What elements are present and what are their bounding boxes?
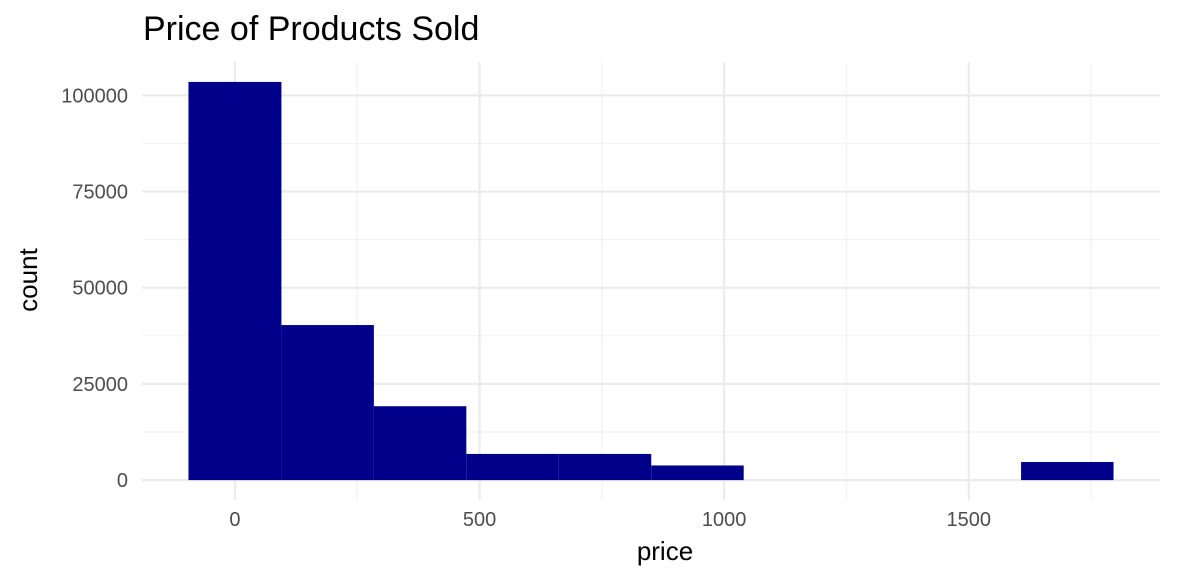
histogram-bar (651, 465, 744, 481)
x-tick-label: 1000 (702, 509, 747, 531)
histogram-bar (558, 453, 652, 481)
histogram-bar (188, 81, 282, 481)
y-axis-title: count (13, 247, 43, 311)
y-axis-tick-labels: 0 25000 50000 75000 100000 (61, 85, 128, 492)
y-tick-label: 25000 (72, 374, 128, 396)
y-tick-label: 100000 (61, 85, 128, 107)
y-tick-label: 0 (117, 470, 128, 492)
x-tick-label: 500 (463, 509, 496, 531)
x-axis-tick-labels: 0 500 1000 1500 (229, 509, 991, 531)
x-tick-label: 1500 (946, 509, 991, 531)
histogram-bar (466, 453, 559, 481)
histogram-bar (1021, 462, 1114, 481)
histogram-bar (373, 406, 467, 481)
histogram-bars (188, 81, 1114, 481)
y-tick-label: 50000 (72, 278, 128, 300)
histogram-bar (281, 325, 374, 481)
x-axis-title: price (637, 536, 693, 566)
chart-title: Price of Products Sold (143, 10, 479, 48)
x-tick-label: 0 (229, 509, 240, 531)
y-tick-label: 75000 (72, 182, 128, 204)
